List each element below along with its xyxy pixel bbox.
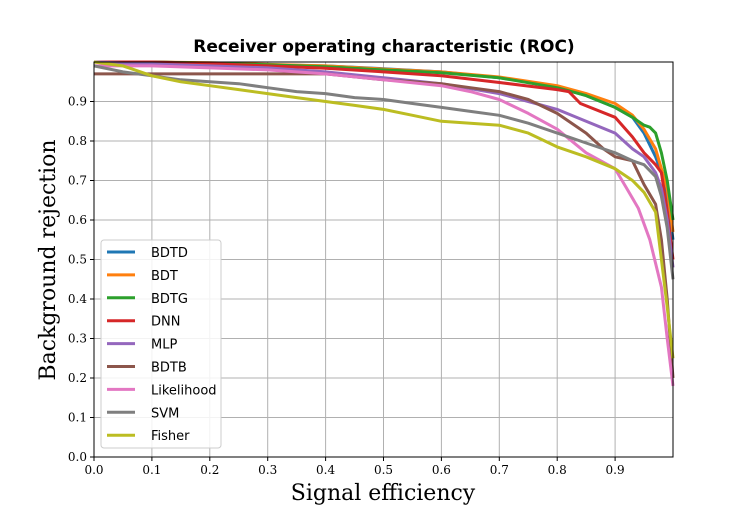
legend-label-svm: SVM: [151, 406, 179, 421]
x-tick-label: 0.7: [490, 463, 509, 477]
y-tick-label: 0.0: [68, 450, 87, 464]
axis-ticks: 0.0 0.1 0.2 0.3 0.4 0.5 0.6 0.7 0.8 0.9 0.0 0.1 0.2 0…: [68, 95, 625, 478]
x-tick-label: 0.6: [432, 463, 451, 477]
series-line-svm: [93, 64, 675, 280]
series-line-bdtb: [94, 72, 675, 379]
y-tick-label: 0.4: [68, 292, 87, 306]
x-tick-label: 0.5: [374, 463, 393, 477]
x-tick-label: 0.1: [142, 463, 161, 477]
y-tick-label: 0.9: [68, 95, 87, 109]
series-line-fisher: [93, 60, 675, 359]
legend: BDTD BDT BDTG DNN MLP BDTB Likelihood SVM Fisher: [100, 239, 222, 449]
x-tick-label: 0.3: [258, 463, 277, 477]
x-tick-label: 0.0: [84, 463, 103, 477]
x-tick-label: 0.8: [548, 463, 567, 477]
y-axis-label: Background rejection: [36, 139, 61, 380]
y-tick-label: 0.8: [68, 134, 87, 148]
legend-label-bdtd: BDTD: [151, 246, 188, 261]
legend-label-bdt: BDT: [151, 269, 178, 284]
y-tick-label: 0.6: [68, 213, 87, 227]
x-axis-label: Signal efficiency: [291, 481, 476, 506]
legend-label-fisher: Fisher: [151, 429, 190, 444]
series-line-dnn: [94, 60, 675, 260]
series-line-likelihood: [94, 64, 675, 387]
x-tick-label: 0.9: [606, 463, 625, 477]
legend-label-dnn: DNN: [151, 315, 180, 330]
legend-label-bdtb: BDTB: [151, 361, 187, 376]
x-tick-label: 0.2: [200, 463, 219, 477]
legend-label-likelihood: Likelihood: [151, 383, 217, 398]
chart-title: Receiver operating characteristic (ROC): [193, 37, 574, 57]
legend-label-bdtg: BDTG: [151, 292, 188, 307]
y-tick-label: 0.3: [68, 332, 87, 346]
legend-label-mlp: MLP: [151, 338, 177, 353]
y-tick-label: 0.2: [68, 371, 87, 385]
y-tick-label: 0.5: [68, 253, 87, 267]
y-tick-label: 0.1: [68, 411, 87, 425]
series-lines: [93, 60, 675, 387]
legend-box: [100, 239, 222, 449]
x-tick-label: 0.4: [316, 463, 335, 477]
y-tick-label: 0.7: [68, 174, 87, 188]
